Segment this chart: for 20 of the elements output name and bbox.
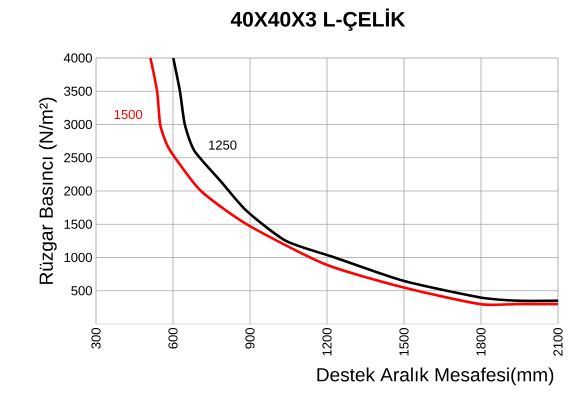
y-tick-label: 500: [71, 286, 92, 296]
y-tick-label: 1500: [64, 220, 92, 229]
x-tick-label: 900: [245, 328, 255, 349]
y-tick-label: 3500: [64, 86, 92, 96]
x-tick-label: 1500: [399, 328, 409, 356]
series-label: 1500: [114, 110, 142, 120]
x-tick-label: 300: [91, 328, 101, 349]
y-tick-label: 3000: [64, 120, 92, 130]
x-tick-label: 2100: [553, 328, 563, 356]
x-tick-label: 1200: [322, 328, 332, 356]
x-tick-label: 600: [168, 328, 178, 349]
series-label: 1250: [209, 140, 237, 150]
x-axis-title: Destek Aralık Mesafesi(mm): [317, 368, 554, 386]
x-tick-label: 1800: [476, 328, 486, 356]
y-axis-title: Rüzgar Basıncı (N/m²): [38, 98, 57, 284]
chart-title: 40X40X3 L-ÇELİK: [230, 8, 406, 31]
y-tick-label: 2000: [64, 186, 92, 196]
y-tick-label: 1000: [64, 252, 92, 262]
y-tick-label: 2500: [64, 153, 92, 162]
y-tick-label: 4000: [64, 53, 92, 63]
